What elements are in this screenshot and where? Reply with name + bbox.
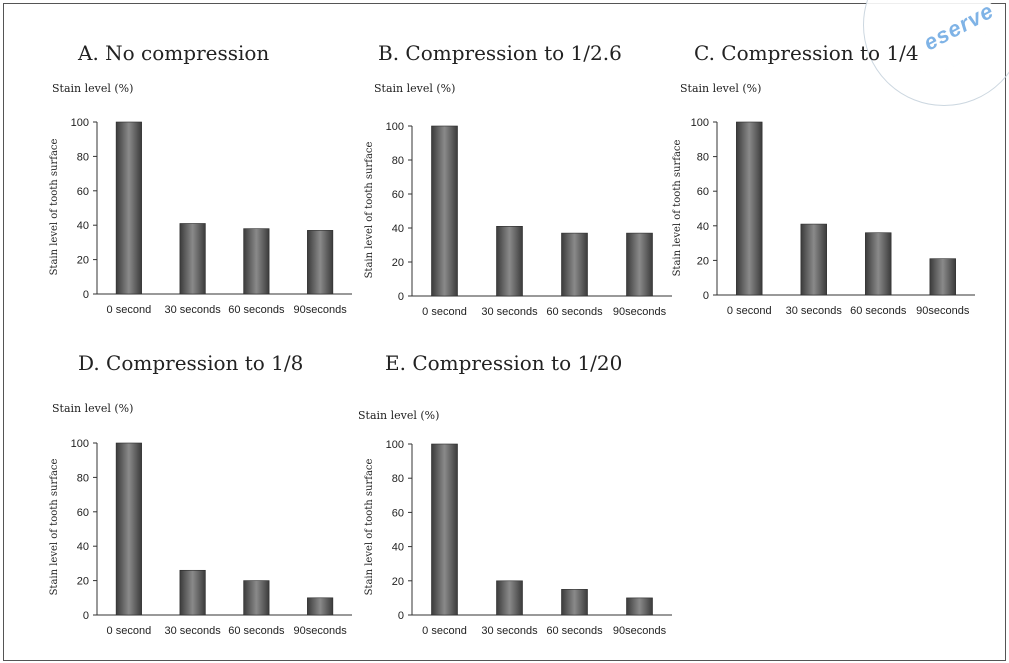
y-axis-label: Stain level of tooth surface xyxy=(672,139,683,276)
x-category-label: 30 seconds xyxy=(164,625,221,637)
y-tick-label: 0 xyxy=(83,610,89,622)
panel-title: B. Compression to 1/2.6 xyxy=(378,41,622,65)
bar xyxy=(561,589,588,616)
x-category-label: 0 second xyxy=(107,625,152,637)
bar xyxy=(800,223,827,296)
y-tick-label: 100 xyxy=(386,439,404,451)
y-tick-label: 20 xyxy=(77,255,89,267)
x-category-label: 60 seconds xyxy=(546,306,603,318)
bar xyxy=(431,443,458,616)
chart-panel-d: D. Compression to 1/8 Stain level (%) Stai… xyxy=(49,351,352,637)
bar xyxy=(243,228,270,295)
bar xyxy=(307,597,334,616)
y-tick-label: 100 xyxy=(691,117,709,129)
y-tick-label: 80 xyxy=(697,152,709,164)
bar xyxy=(865,232,892,296)
x-category-label: 90seconds xyxy=(294,304,348,316)
y-tick-label: 0 xyxy=(398,610,404,622)
y-tick-label: 100 xyxy=(386,121,404,133)
y-tick-label: 20 xyxy=(392,576,404,588)
x-category-label: 0 second xyxy=(727,305,772,317)
y-tick-label: 60 xyxy=(392,189,404,201)
x-category-label: 0 second xyxy=(422,625,467,637)
chart-panel-e: E. Compression to 1/20 Stain level (%) Sta… xyxy=(358,351,672,637)
y-tick-label: 0 xyxy=(83,289,89,301)
panel-title: C. Compression to 1/4 xyxy=(694,41,919,65)
x-category-label: 60 seconds xyxy=(546,625,603,637)
figure-frame: eserve xyxy=(3,0,1009,661)
bar xyxy=(307,230,334,295)
bar xyxy=(561,232,588,297)
y-tick-label: 0 xyxy=(703,290,709,302)
x-category-label: 60 seconds xyxy=(850,305,907,317)
y-tick-label: 20 xyxy=(77,576,89,588)
y-tick-label: 80 xyxy=(77,151,89,163)
x-category-label: 30 seconds xyxy=(481,625,538,637)
bar xyxy=(115,121,142,295)
x-category-label: 90seconds xyxy=(613,306,667,318)
bar xyxy=(929,258,956,296)
bar xyxy=(626,232,653,297)
y-axis-label: Stain level of tooth surface xyxy=(49,458,60,595)
stain-level-label: Stain level (%) xyxy=(374,82,455,95)
panel-title: A. No compression xyxy=(77,41,269,65)
x-category-label: 90seconds xyxy=(613,625,667,637)
stain-level-label: Stain level (%) xyxy=(52,402,133,415)
y-tick-label: 20 xyxy=(697,255,709,267)
bar xyxy=(179,223,206,295)
x-category-label: 60 seconds xyxy=(228,304,285,316)
y-axis-label: Stain level of tooth surface xyxy=(364,458,375,595)
y-tick-label: 60 xyxy=(77,186,89,198)
y-tick-label: 100 xyxy=(71,117,89,129)
x-category-label: 30 seconds xyxy=(481,306,538,318)
chart-panel-b: B. Compression to 1/2.6 Stain level (%) St… xyxy=(364,41,672,318)
y-tick-label: 40 xyxy=(77,220,89,232)
y-tick-label: 40 xyxy=(392,223,404,235)
y-tick-label: 40 xyxy=(77,541,89,553)
y-tick-label: 60 xyxy=(77,507,89,519)
stain-level-label: Stain level (%) xyxy=(680,82,761,95)
x-category-label: 0 second xyxy=(422,306,467,318)
y-tick-label: 100 xyxy=(71,438,89,450)
bar xyxy=(736,121,763,296)
x-category-label: 30 seconds xyxy=(786,305,843,317)
y-tick-label: 0 xyxy=(398,291,404,303)
chart-panel-c: C. Compression to 1/4 Stain level (%) Stai… xyxy=(672,41,975,317)
x-category-label: 90seconds xyxy=(916,305,970,317)
y-tick-label: 80 xyxy=(77,472,89,484)
y-tick-label: 40 xyxy=(697,221,709,233)
x-category-label: 90seconds xyxy=(294,625,348,637)
x-category-label: 60 seconds xyxy=(228,625,285,637)
y-axis-label: Stain level of tooth surface xyxy=(49,138,60,275)
stain-level-label: Stain level (%) xyxy=(52,82,133,95)
panel-title: E. Compression to 1/20 xyxy=(385,351,622,375)
bar xyxy=(626,597,653,616)
x-category-label: 30 seconds xyxy=(164,304,221,316)
x-category-label: 0 second xyxy=(107,304,152,316)
y-tick-label: 80 xyxy=(392,473,404,485)
y-tick-label: 20 xyxy=(392,257,404,269)
bar xyxy=(243,580,270,616)
stain-level-label: Stain level (%) xyxy=(358,409,439,422)
bar xyxy=(496,226,523,297)
y-axis-label: Stain level of tooth surface xyxy=(364,141,375,278)
bar xyxy=(431,125,458,297)
bar xyxy=(179,569,206,616)
y-tick-label: 60 xyxy=(392,507,404,519)
bar xyxy=(115,442,142,616)
bar xyxy=(496,580,523,616)
y-tick-label: 40 xyxy=(392,542,404,554)
chart-panel-a: A. No compression Stain level (%) Stain le… xyxy=(49,41,352,316)
y-tick-label: 80 xyxy=(392,155,404,167)
panel-title: D. Compression to 1/8 xyxy=(78,351,303,375)
y-tick-label: 60 xyxy=(697,186,709,198)
